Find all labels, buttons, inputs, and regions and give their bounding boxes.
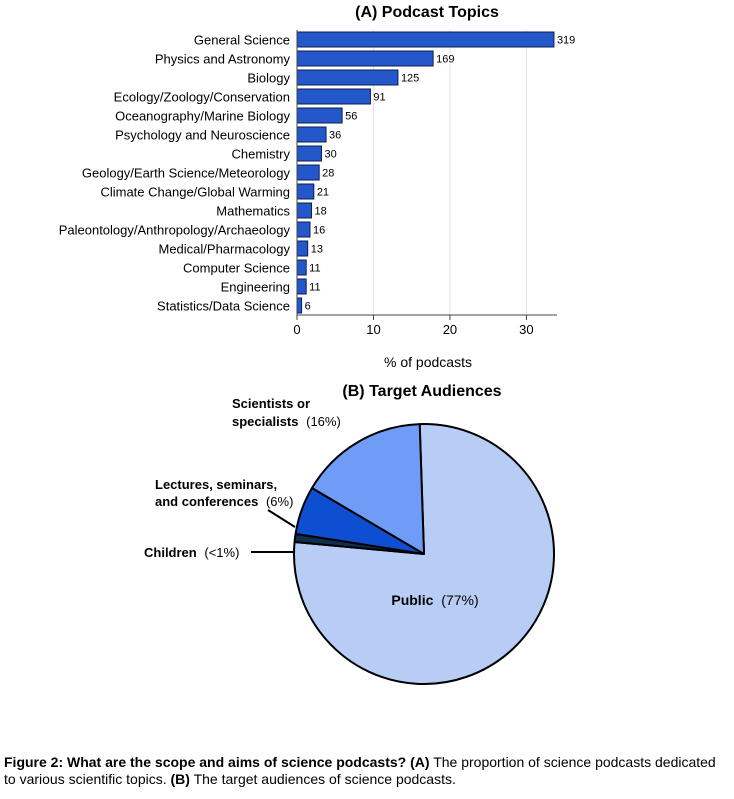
bar-general-science — [296, 31, 555, 48]
bar-x-tick-label-30: 30 — [519, 322, 533, 337]
bar-data-label-engineering: 11 — [309, 282, 320, 294]
bar-data-label-psychology-and-neuroscience: 36 — [329, 130, 341, 142]
pie-label-public: Public (77%) — [391, 592, 478, 608]
bar-ecology-zoology-conservation — [296, 88, 371, 105]
pie-label-lectures-pct: (6%) — [266, 494, 293, 509]
bar-category-label-paleontology-anthropology-archaeology: Paleontology/Anthropology/Archaeology — [59, 223, 291, 238]
bar-data-label-paleontology-anthropology-archaeology: 16 — [313, 225, 325, 237]
pie-label-scientists-pct: (16%) — [306, 414, 341, 429]
caption-part-a-marker: (A) — [410, 754, 430, 770]
bar-statistics-data-science — [296, 297, 303, 314]
bar-mathematics — [296, 202, 313, 219]
bar-category-label-biology: Biology — [247, 71, 290, 86]
pie-label-public-name: Public — [391, 592, 433, 608]
caption-part-a-text: The proportion of science podcasts dedic… — [4, 754, 716, 787]
bar-climate-change-global-warming — [296, 183, 315, 200]
bar-data-label-climate-change-global-warming: 21 — [317, 187, 329, 199]
bar-category-label-statistics-data-science: Statistics/Data Science — [157, 299, 290, 314]
bar-oceanography-marine-biology — [296, 107, 343, 124]
pie-label-children-name: Children — [144, 545, 197, 560]
bar-data-label-general-science: 319 — [557, 35, 575, 47]
bar-data-label-mathematics: 18 — [315, 206, 327, 218]
pie-label-lectures-line1: Lectures, seminars, — [155, 477, 277, 492]
bar-chart-axes: 0 10 20 30 — [293, 30, 557, 337]
pie-label-public-pct: (77%) — [441, 592, 478, 608]
bar-category-label-computer-science: Computer Science — [183, 261, 290, 276]
figure-caption: Figure 2: What are the scope and aims of… — [4, 754, 730, 788]
bar-category-label-general-science: General Science — [194, 33, 290, 48]
bar-physics-and-astronomy — [296, 50, 434, 67]
bar-data-label-geology-earth-science-meteorology: 28 — [322, 168, 334, 180]
pie-label-children: Children (<1%) — [144, 545, 239, 560]
bar-category-label-oceanography-marine-biology: Oceanography/Marine Biology — [115, 109, 290, 124]
pie-chart-slices — [293, 423, 555, 685]
pie-leader-lectures — [267, 509, 296, 528]
bar-x-tick-label-10: 10 — [366, 322, 380, 337]
bar-category-label-chemistry: Chemistry — [231, 147, 290, 162]
bar-category-label-ecology-zoology-conservation: Ecology/Zoology/Conservation — [114, 90, 290, 105]
caption-part-b-marker: (B) — [170, 771, 190, 787]
pie-label-lectures-name2: and conferences — [155, 494, 258, 509]
bar-x-tick-label-20: 20 — [443, 322, 457, 337]
pie-label-scientists-name2: specialists — [232, 414, 299, 429]
pie-slice-scientists-or-specialists — [310, 423, 425, 555]
bar-psychology-and-neuroscience — [296, 126, 327, 143]
bar-data-label-physics-and-astronomy: 169 — [436, 54, 454, 66]
pie-label-scientists-line2: specialists (16%) — [232, 414, 341, 429]
bar-data-label-medical-pharmacology: 13 — [311, 244, 323, 256]
bar-x-tick-label-0: 0 — [293, 322, 300, 337]
caption-part-b-text: The target audiences of science podcasts… — [193, 771, 456, 787]
bar-engineering — [296, 278, 307, 295]
pie-label-children-pct: (<1%) — [204, 545, 239, 560]
bar-data-label-chemistry: 30 — [324, 149, 336, 161]
pie-chart-title: (B) Target Audiences — [342, 383, 501, 400]
figure: (A) Podcast Topics General Science 319 Phy… — [59, 4, 576, 685]
bar-category-label-geology-earth-science-meteorology: Geology/Earth Science/Meteorology — [82, 166, 291, 181]
bar-biology — [296, 69, 399, 86]
bar-paleontology-anthropology-archaeology — [296, 221, 311, 238]
bar-data-label-statistics-data-science: 6 — [305, 301, 311, 313]
bar-chart-podcast-topics: (A) Podcast Topics General Science 319 Phy… — [59, 4, 576, 370]
bar-data-label-ecology-zoology-conservation: 91 — [373, 92, 385, 104]
pie-chart-target-audiences: (B) Target Audiences Public (77%) Scient… — [144, 383, 555, 685]
bar-chemistry — [296, 145, 322, 162]
bar-chart-x-axis-label: % of podcasts — [384, 354, 472, 370]
bar-category-label-psychology-and-neuroscience: Psychology and Neuroscience — [115, 128, 290, 143]
bar-computer-science — [296, 259, 307, 276]
pie-label-scientists-line1: Scientists or — [232, 396, 310, 411]
bar-chart-bars: General Science 319 Physics and Astronomy 1… — [59, 31, 575, 314]
bar-category-label-climate-change-global-warming: Climate Change/Global Warming — [100, 185, 290, 200]
pie-label-lectures-line2: and conferences (6%) — [155, 494, 293, 509]
bar-category-label-mathematics: Mathematics — [216, 204, 290, 219]
bar-data-label-oceanography-marine-biology: 56 — [345, 111, 357, 123]
caption-intro: Figure 2: What are the scope and aims of… — [4, 754, 407, 770]
bar-data-label-computer-science: 11 — [309, 263, 320, 275]
bar-category-label-physics-and-astronomy: Physics and Astronomy — [155, 52, 291, 67]
bar-category-label-engineering: Engineering — [221, 280, 290, 295]
bar-medical-pharmacology — [296, 240, 309, 257]
bar-data-label-biology: 125 — [401, 73, 419, 85]
bar-geology-earth-science-meteorology — [296, 164, 320, 181]
bar-chart-title: (A) Podcast Topics — [355, 4, 499, 21]
bar-category-label-medical-pharmacology: Medical/Pharmacology — [158, 242, 290, 257]
